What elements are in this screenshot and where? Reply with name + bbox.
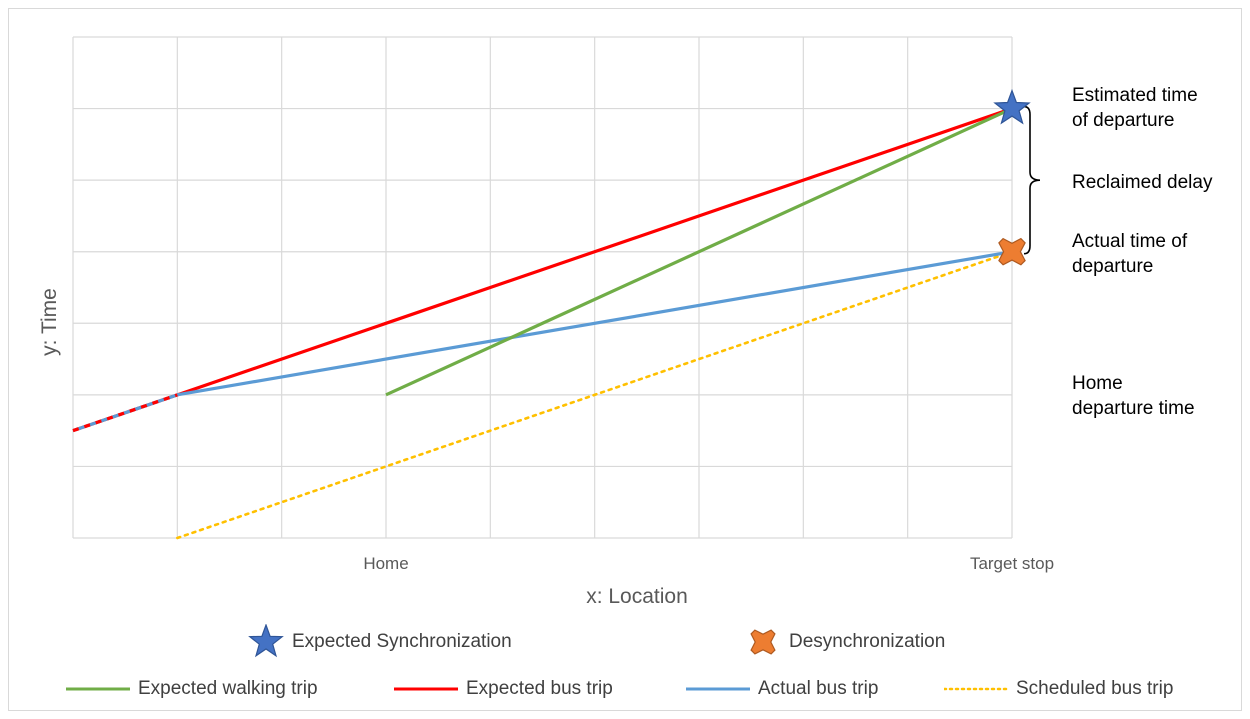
legend-swatch-icon bbox=[394, 684, 458, 694]
marker-x-icon bbox=[998, 237, 1026, 266]
legend-swatch-icon bbox=[686, 684, 750, 694]
series-line-actual-bus-trip bbox=[72, 250, 1013, 433]
x-tick-label: Home bbox=[363, 554, 409, 573]
legend-swatch-icon bbox=[66, 684, 130, 694]
reclaimed-delay-brace bbox=[1023, 105, 1041, 255]
y-axis-title: y: Time bbox=[38, 288, 61, 356]
legend-label: Expected walking trip bbox=[138, 678, 318, 699]
legend-label: Expected bus trip bbox=[466, 678, 613, 699]
annotation-atd: Actual time of departure bbox=[1072, 231, 1188, 277]
annotation-reclaimed: Reclaimed delay bbox=[1072, 172, 1213, 193]
series-line-expected-bus-trip bbox=[72, 107, 1013, 433]
legend-item-scheduled-bus-trip: Scheduled bus trip bbox=[944, 678, 1173, 700]
x-tick-label: Target stop bbox=[969, 554, 1055, 573]
legend-swatch-icon bbox=[745, 624, 781, 660]
annotation-etd: Estimated time of departure bbox=[1072, 85, 1198, 131]
chart-frame bbox=[8, 8, 1242, 711]
series-line-scheduled-bus-trip bbox=[176, 250, 1014, 540]
annotation-home: Home departure time bbox=[1072, 373, 1195, 419]
legend-swatch-icon bbox=[248, 624, 284, 660]
legend-label: Expected Synchronization bbox=[292, 631, 512, 652]
legend-swatch-icon bbox=[944, 684, 1008, 694]
marker-star-icon bbox=[993, 88, 1031, 125]
legend-item-expected-synchronization: Expected Synchronization bbox=[248, 624, 512, 660]
legend-label: Scheduled bus trip bbox=[1016, 678, 1174, 699]
legend-item-expected-walking-trip: Expected walking trip bbox=[66, 678, 318, 700]
legend-item-expected-bus-trip: Expected bus trip bbox=[394, 678, 613, 700]
legend-item-actual-bus-trip: Actual bus trip bbox=[686, 678, 878, 700]
series-line-expected-walking-trip bbox=[385, 107, 1013, 397]
x-axis-title: x: Location bbox=[586, 585, 688, 608]
legend-label: Desynchronization bbox=[789, 631, 946, 652]
legend-item-desynchronization: Desynchronization bbox=[745, 624, 945, 660]
legend-label: Actual bus trip bbox=[758, 678, 879, 699]
